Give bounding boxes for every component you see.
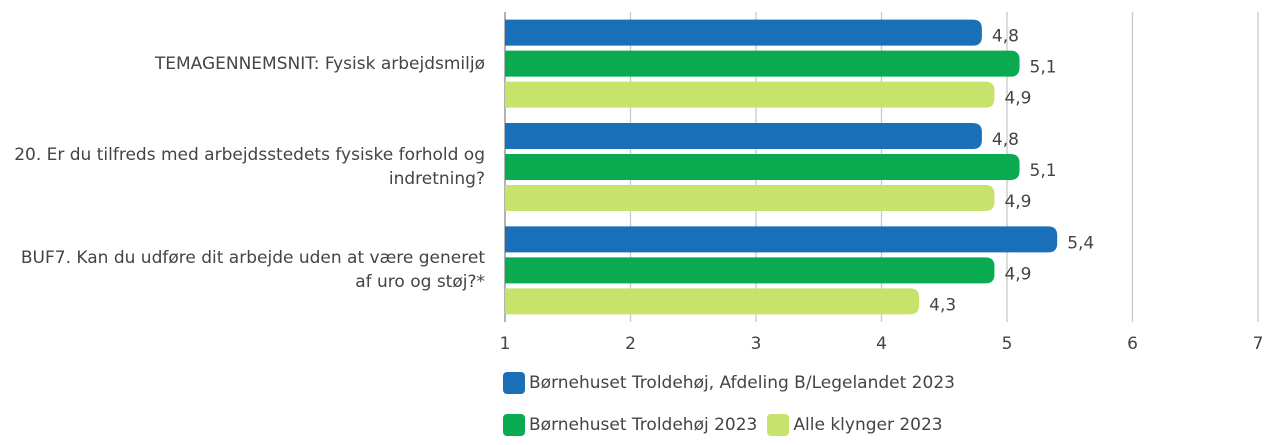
data-label: 4,3	[929, 295, 956, 315]
legend-item: Børnehuset Troldehøj 2023	[503, 414, 757, 436]
bar	[505, 19, 982, 46]
legend-swatch	[767, 414, 790, 436]
bar	[505, 288, 920, 315]
data-label: 4,9	[1004, 264, 1031, 284]
legend-label: Børnehuset Troldehøj 2023	[529, 415, 758, 435]
bar	[505, 50, 1020, 77]
y-tick-label: 20. Er du tilfreds med arbejdsstedets fy…	[14, 145, 485, 189]
bar	[505, 226, 1058, 253]
data-label: 4,9	[1004, 89, 1031, 109]
data-label: 5,1	[1030, 161, 1057, 181]
x-tick-label: 6	[1127, 334, 1138, 354]
bar	[505, 81, 995, 108]
legend: Børnehuset Troldehøj, Afdeling B/Legelan…	[503, 372, 1103, 436]
x-tick-label: 5	[1002, 334, 1013, 354]
x-tick-label: 2	[625, 334, 636, 354]
bar	[505, 154, 1020, 180]
x-tick-label: 4	[876, 334, 887, 354]
data-label: 5,1	[1030, 58, 1057, 78]
bar	[505, 257, 995, 284]
x-tick-label: 3	[751, 334, 762, 354]
legend-item: Børnehuset Troldehøj, Afdeling B/Legelan…	[503, 372, 1103, 394]
data-label: 4,9	[1004, 192, 1031, 212]
legend-swatch	[503, 372, 525, 394]
data-label: 5,4	[1067, 233, 1094, 253]
legend-item: Alle klynger 2023	[767, 414, 943, 436]
legend-label: Alle klynger 2023	[793, 415, 943, 435]
x-tick-label: 7	[1253, 334, 1264, 354]
bar	[505, 185, 995, 211]
x-tick-label: 1	[500, 334, 511, 354]
legend-label: Børnehuset Troldehøj, Afdeling B/Legelan…	[529, 373, 955, 393]
y-tick-label: TEMAGENNEMSNIT: Fysisk arbejdsmiljø	[154, 53, 485, 74]
legend-swatch	[503, 414, 525, 436]
data-label: 4,8	[992, 27, 1019, 47]
y-tick-label: BUF7. Kan du udføre dit arbejde uden at …	[20, 248, 485, 293]
data-label: 4,8	[992, 130, 1019, 150]
bar	[505, 123, 982, 149]
